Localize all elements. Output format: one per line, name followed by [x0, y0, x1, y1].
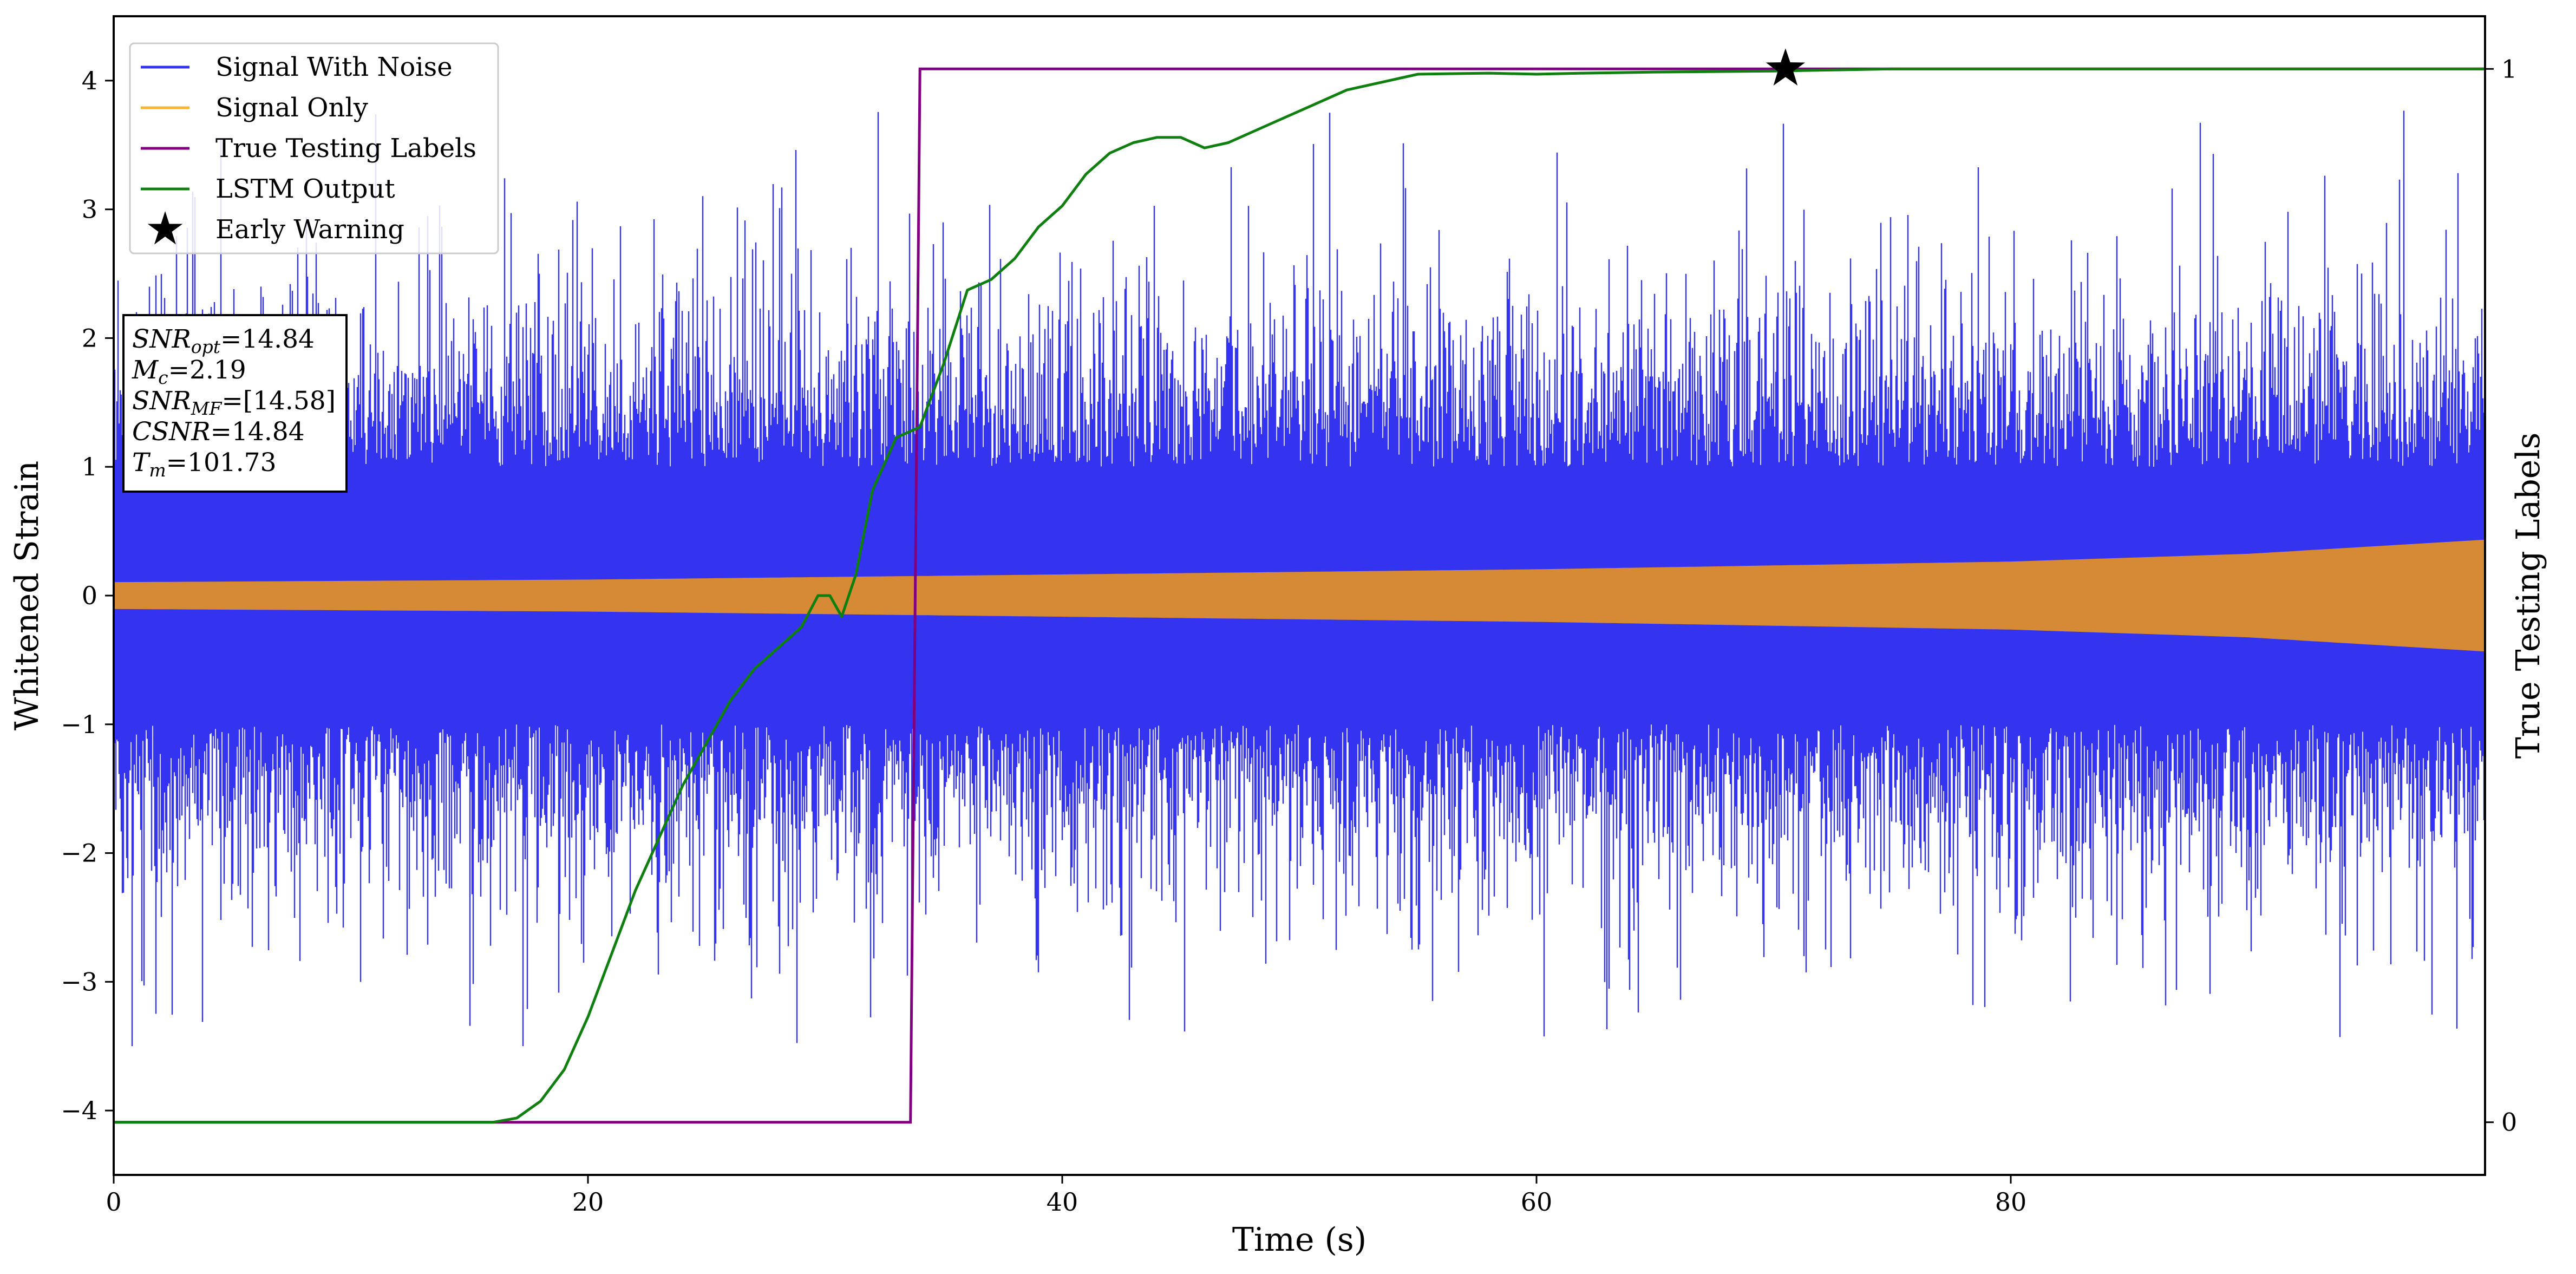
- y-tick-label: −2: [61, 839, 97, 868]
- info-box-line: Tm=101.73: [132, 448, 277, 481]
- legend-box: [129, 42, 499, 254]
- y-tick-label: −3: [61, 967, 97, 996]
- y-tick-label: −4: [61, 1096, 97, 1125]
- y-tick-label: 0: [82, 581, 97, 610]
- x-axis-label: Time (s): [1232, 1221, 1367, 1259]
- x-tick-label: 60: [1521, 1187, 1553, 1217]
- info-box-line: SNRMF=[14.58]: [132, 386, 336, 419]
- y-tick-label: 3: [82, 195, 97, 224]
- x-tick-label: 40: [1047, 1187, 1078, 1217]
- lstm-output-line: [114, 67, 2485, 1124]
- info-box-line: Mc=2.19: [132, 355, 246, 388]
- info-box-frame: [122, 314, 348, 493]
- x-tick-label: 0: [106, 1187, 121, 1217]
- early-warning-markers: [1766, 48, 1805, 86]
- info-box: SNRopt=14.84Mc=2.19SNRMF=[14.58]CSNR=14.…: [122, 314, 348, 493]
- early-warning-star-icon: [1766, 48, 1805, 86]
- y-tick-label: −1: [61, 710, 97, 739]
- y2-axis-label: True Testing Labels: [2509, 433, 2547, 759]
- legend-label: Early Warning: [215, 214, 404, 245]
- x-tick-label: 80: [1995, 1187, 2027, 1217]
- true-testing-labels-line: [114, 67, 2485, 1124]
- x-tick-label: 20: [572, 1187, 604, 1217]
- legend-star-icon: [147, 211, 183, 245]
- legend-label: Signal Only: [215, 93, 368, 123]
- y-axis-label: Whitened Strain: [8, 461, 46, 730]
- y-tick-label: 1: [82, 452, 97, 481]
- y-tick-label: 4: [82, 66, 97, 95]
- legend-label: Signal With Noise: [215, 52, 453, 82]
- true-testing-labels-series: [114, 67, 2485, 1124]
- legend-label: True Testing Labels: [215, 133, 476, 164]
- y-tick-label: 2: [82, 323, 97, 352]
- legend-label: LSTM Output: [215, 174, 395, 204]
- info-box-line: SNRopt=14.84: [132, 324, 315, 357]
- y2-tick-label: 0: [2501, 1108, 2517, 1137]
- info-box-line: CSNR=14.84: [132, 417, 305, 447]
- lstm-output-series: [114, 67, 2485, 1124]
- legend: Signal With Noise Signal Only True Testing…: [129, 42, 499, 254]
- y2-tick-label: 1: [2501, 54, 2517, 83]
